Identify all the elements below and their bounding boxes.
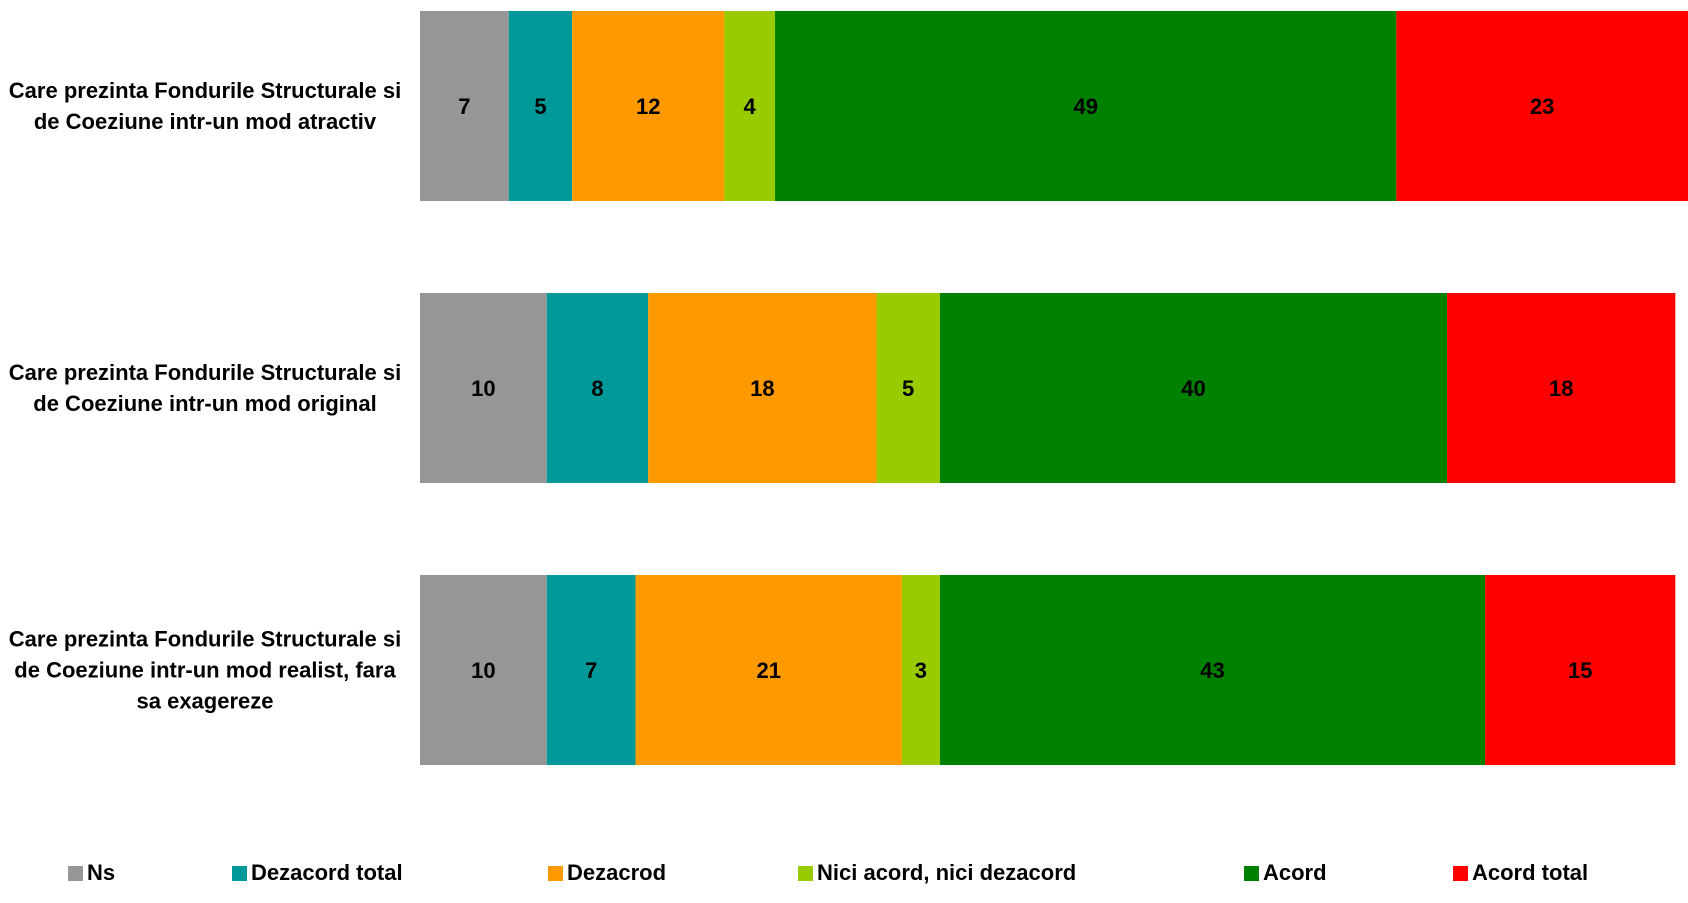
- category-label: Care prezinta Fondurile Structurale si d…: [8, 626, 402, 714]
- data-label: 49: [1073, 94, 1097, 119]
- legend-label: Acord: [1263, 860, 1327, 885]
- category-label: Care prezinta Fondurile Structurale si d…: [8, 78, 402, 134]
- bar-segment: [876, 293, 940, 483]
- data-label: 15: [1568, 658, 1592, 683]
- bar-segment: [508, 11, 573, 201]
- bar-segment: [1447, 293, 1676, 483]
- data-label: 18: [1549, 376, 1573, 401]
- bar-segment: [420, 11, 509, 201]
- data-label: 23: [1530, 94, 1554, 119]
- data-label: 5: [902, 376, 914, 401]
- bar-segment: [1396, 11, 1688, 201]
- legend-item: Ns: [68, 860, 115, 886]
- data-label: 40: [1181, 376, 1205, 401]
- data-label: 7: [458, 94, 470, 119]
- legend-swatch: [1244, 865, 1259, 881]
- data-label: 10: [471, 376, 495, 401]
- data-label: 12: [636, 94, 660, 119]
- legend-swatch: [1453, 865, 1468, 881]
- data-label: 7: [585, 658, 597, 683]
- data-label: 4: [744, 94, 757, 119]
- data-label: 21: [756, 658, 780, 683]
- data-label: 43: [1200, 658, 1224, 683]
- legend-item: Dezacord total: [232, 860, 403, 886]
- data-label: 18: [750, 376, 774, 401]
- bar-segment: [420, 293, 547, 483]
- bar-segment: [572, 11, 725, 201]
- bar-segment: [939, 293, 1448, 483]
- bar-segment: [546, 293, 649, 483]
- data-label: 3: [915, 658, 927, 683]
- legend-item: Dezacrod: [548, 860, 666, 886]
- category-label: Care prezinta Fondurile Structurale si d…: [8, 360, 402, 416]
- data-label: 10: [471, 658, 495, 683]
- bar-segment: [546, 575, 636, 765]
- legend-label: Acord total: [1472, 860, 1589, 885]
- legend-label: Ns: [87, 860, 116, 885]
- bar-segment: [1485, 575, 1676, 765]
- bar-segment: [420, 575, 547, 765]
- legend-swatch: [232, 865, 247, 881]
- bar-segment: [724, 11, 776, 201]
- bar-segment: [635, 575, 902, 765]
- legend-item: Acord total: [1453, 860, 1588, 886]
- legend-item: Nici acord, nici dezacord: [798, 860, 1076, 886]
- legend-swatch: [68, 865, 83, 881]
- legend-item: Acord: [1244, 860, 1327, 886]
- legend-label: Dezacord total: [251, 860, 403, 885]
- bar-segment: [648, 293, 877, 483]
- legend-label: Dezacrod: [567, 860, 667, 885]
- data-label: 5: [534, 94, 546, 119]
- legend-swatch: [548, 865, 563, 881]
- bar-segment: [939, 575, 1486, 765]
- bar-segment: [775, 11, 1397, 201]
- data-label: 8: [591, 376, 603, 401]
- bar-segment: [901, 575, 940, 765]
- legend-label: Nici acord, nici dezacord: [817, 860, 1077, 885]
- legend-swatch: [798, 865, 813, 881]
